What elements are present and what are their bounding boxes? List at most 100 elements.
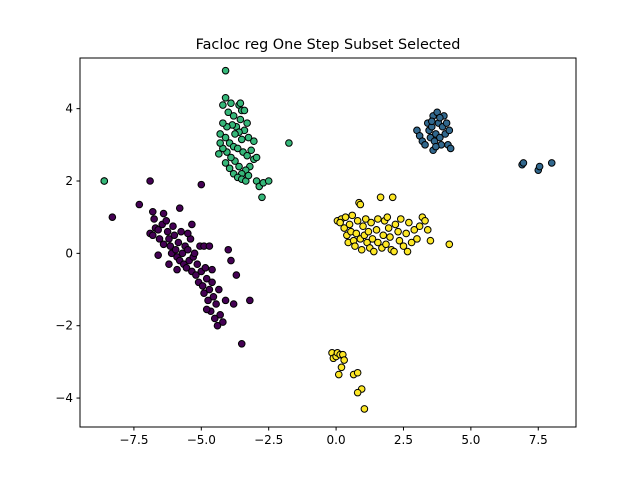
data-point — [235, 162, 243, 171]
data-point — [340, 356, 348, 364]
data-point — [395, 236, 404, 245]
data-point — [445, 240, 454, 249]
data-point — [184, 229, 192, 238]
data-point — [192, 271, 200, 279]
data-point — [100, 177, 109, 185]
data-point — [374, 215, 382, 223]
y-tick-label: 2 — [65, 174, 73, 188]
series-3 — [328, 193, 454, 413]
data-point — [340, 224, 348, 232]
data-point — [229, 112, 238, 120]
data-point — [359, 222, 367, 231]
data-point — [421, 216, 429, 225]
data-point — [227, 153, 235, 162]
data-point — [221, 159, 230, 167]
data-point — [250, 137, 258, 146]
data-point — [285, 139, 293, 147]
data-point — [252, 153, 261, 162]
data-point — [212, 300, 220, 308]
data-point — [233, 144, 242, 153]
data-point — [364, 227, 373, 236]
data-point — [336, 218, 344, 227]
data-point — [337, 363, 346, 372]
data-point — [216, 130, 224, 138]
data-point — [232, 271, 241, 279]
data-point — [407, 238, 416, 247]
data-point — [386, 233, 394, 241]
data-point — [445, 126, 454, 135]
data-point — [348, 211, 357, 220]
data-point — [361, 215, 370, 223]
data-point — [205, 242, 214, 250]
data-point — [170, 231, 179, 240]
plot-frame — [79, 57, 577, 428]
data-point — [209, 292, 218, 301]
data-point — [221, 296, 230, 305]
data-point — [427, 117, 436, 126]
data-point — [204, 296, 212, 305]
data-point — [368, 235, 377, 243]
y-tick-label: 0 — [65, 246, 73, 260]
data-point — [177, 227, 185, 236]
data-point — [410, 226, 419, 234]
data-point — [334, 370, 343, 379]
data-point — [376, 193, 385, 202]
data-point — [446, 144, 455, 153]
data-point — [165, 260, 173, 269]
data-point — [219, 101, 227, 109]
data-point — [224, 245, 233, 254]
data-point — [215, 150, 223, 158]
data-point — [413, 235, 421, 243]
data-point — [190, 249, 199, 258]
data-point — [345, 220, 354, 229]
data-point — [227, 99, 235, 108]
data-point — [178, 249, 187, 258]
data-point — [421, 141, 429, 149]
data-point — [258, 193, 266, 202]
data-point — [360, 405, 369, 413]
data-point — [197, 180, 206, 189]
data-point — [402, 229, 410, 238]
data-point — [165, 235, 173, 243]
data-point — [200, 289, 208, 297]
data-point — [221, 66, 230, 75]
data-point — [184, 245, 192, 254]
data-point — [396, 215, 405, 223]
data-point — [237, 339, 246, 348]
data-point — [169, 222, 177, 231]
data-point — [173, 265, 181, 274]
x-tick-label: 2.5 — [394, 433, 413, 447]
data-point — [135, 200, 144, 209]
data-point — [236, 115, 245, 124]
data-point — [224, 108, 233, 117]
data-point — [221, 133, 230, 142]
data-point — [240, 106, 249, 115]
data-point — [193, 260, 202, 269]
data-point — [166, 242, 175, 250]
data-point — [108, 213, 117, 221]
data-point — [188, 220, 196, 229]
data-point — [436, 133, 444, 142]
data-point — [519, 159, 528, 167]
data-point — [162, 216, 171, 225]
data-point — [202, 305, 211, 314]
data-point — [372, 226, 381, 234]
data-point — [264, 177, 273, 185]
data-point — [148, 231, 157, 240]
x-tick-label: 0.0 — [327, 433, 346, 447]
data-point — [237, 135, 246, 144]
data-point — [175, 204, 184, 212]
data-point — [432, 142, 440, 151]
data-point — [202, 274, 211, 283]
data-point — [353, 368, 362, 377]
data-point — [374, 238, 382, 247]
data-point — [547, 159, 556, 167]
data-point — [213, 321, 222, 330]
data-point — [174, 238, 183, 247]
data-point — [236, 99, 245, 108]
data-point — [201, 264, 210, 272]
data-point — [370, 247, 378, 256]
x-tick-label: −5.0 — [187, 433, 216, 447]
